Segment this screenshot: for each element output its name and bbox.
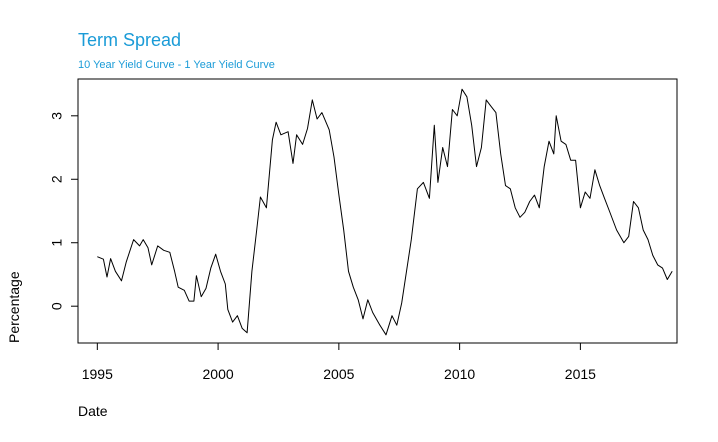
y-tick-label: 0: [49, 302, 65, 310]
y-tick-label: 2: [49, 175, 65, 183]
x-tick-label: 1995: [82, 366, 113, 382]
x-tick-label: 2005: [323, 366, 354, 382]
chart-title: Term Spread: [78, 30, 182, 50]
x-tick-label: 2000: [203, 366, 234, 382]
chart-subtitle: 10 Year Yield Curve - 1 Year Yield Curve: [78, 59, 275, 71]
x-axis-label: Date: [78, 403, 108, 419]
plot-frame: [77, 78, 678, 344]
y-tick-label: 1: [49, 239, 65, 247]
x-tick-label: 2010: [444, 366, 475, 382]
x-tick-label: 2015: [565, 366, 596, 382]
series-line: [97, 88, 673, 336]
y-tick-label: 3: [49, 112, 65, 120]
